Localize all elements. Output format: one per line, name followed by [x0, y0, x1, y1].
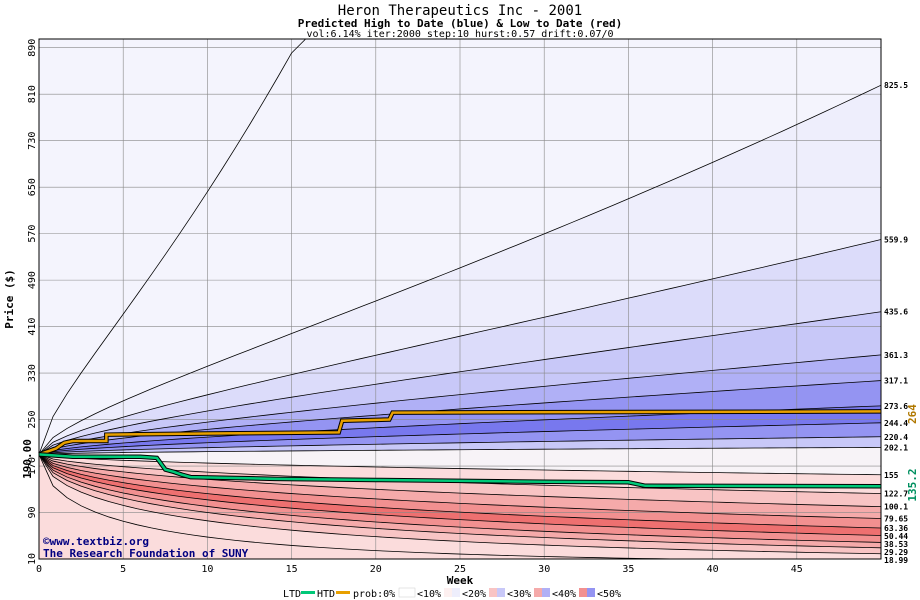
- y-tick-label: 890: [27, 39, 38, 57]
- level-label: 559.9: [884, 236, 908, 245]
- x-tick-label: 20: [370, 564, 382, 575]
- fan-lines: [38, 38, 882, 560]
- legend-ltd-swatch: [301, 591, 315, 594]
- level-label: 273.6: [884, 402, 908, 411]
- fan-line: [38, 311, 882, 455]
- x-tick-label: 35: [622, 564, 634, 575]
- level-label: 361.3: [884, 351, 908, 360]
- fan-line: [38, 239, 882, 455]
- fan-line: [38, 422, 882, 455]
- legend-htd: HTD: [317, 589, 335, 600]
- legend-prob: prob:0%: [353, 589, 395, 600]
- fan-line: [38, 84, 882, 455]
- legend-swatch-40b: [587, 588, 595, 597]
- x-tick-label: 5: [120, 564, 126, 575]
- ltd-final-label: 135.2: [906, 468, 919, 501]
- y-tick-label: 810: [27, 85, 38, 103]
- fan-line: [38, 354, 882, 455]
- chart-subtitle: Predicted High to Date (blue) & Low to D…: [298, 17, 623, 30]
- y-tick-labels: 10 90 170 250 330 410 490 570 650 730 810 890: [27, 39, 38, 565]
- start-price-label: 190.00: [21, 439, 34, 479]
- y-tick-label: 410: [27, 318, 38, 336]
- level-label: 317.1: [884, 377, 908, 386]
- y-tick-label: 170: [27, 457, 38, 475]
- level-label: 825.5: [884, 81, 908, 90]
- fan-line: [38, 446, 882, 455]
- y-tick-label: 10: [27, 553, 38, 565]
- x-tick-labels: 0 5 10 15 20 25 30 35 40 45: [36, 564, 803, 575]
- level-label: 244.4: [884, 419, 908, 428]
- legend-htd-swatch: [336, 591, 350, 594]
- fan-line: [38, 454, 882, 555]
- y-tick-label: 730: [27, 132, 38, 150]
- legend-swatch-30b: [542, 588, 550, 597]
- legend-swatch-30: [534, 588, 542, 597]
- fan-line: [38, 454, 882, 536]
- x-tick-label: 45: [791, 564, 803, 575]
- legend-30: <30%: [507, 589, 531, 600]
- level-label: 18.99: [884, 556, 908, 565]
- chart-title: Heron Therapeutics Inc - 2001: [338, 3, 582, 19]
- x-tick-label: 10: [201, 564, 213, 575]
- level-label: 100.1: [884, 503, 908, 512]
- legend-swatch-10b: [452, 588, 460, 597]
- y-tick-label: 90: [27, 506, 38, 518]
- level-label: 38.53: [884, 540, 908, 549]
- level-label: 63.36: [884, 524, 908, 533]
- level-label: 79.65: [884, 515, 908, 524]
- chart-parameters: vol:6.14% iter:2000 step:10 hurst:0.57 d…: [306, 29, 613, 40]
- legend: LTD HTD prob:0% <10% <20% <30% <40% <50%: [283, 587, 621, 600]
- level-label: 155: [884, 471, 899, 480]
- x-axis-label: Week: [447, 574, 474, 587]
- legend-swatch-10: [444, 588, 452, 597]
- fan-line: [38, 436, 882, 455]
- legend-swatch-0: [398, 587, 416, 598]
- x-tick-label: 25: [454, 564, 466, 575]
- level-label: 29.29: [884, 548, 908, 557]
- y-tick-label: 250: [27, 411, 38, 429]
- fan-line: [38, 454, 882, 543]
- fan-line: [38, 454, 882, 508]
- level-label: 122.7: [884, 490, 908, 499]
- y-tick-label: 650: [27, 178, 38, 196]
- x-tick-label: 30: [538, 564, 550, 575]
- legend-40: <40%: [552, 589, 576, 600]
- x-tick-label: 15: [286, 564, 298, 575]
- level-labels: 825.5 559.9 435.6 361.3 317.1 273.6 244.4 220.4…: [884, 81, 908, 565]
- legend-10: <10%: [417, 589, 441, 600]
- fan-line: [38, 454, 882, 476]
- fan-line: [38, 454, 882, 519]
- y-tick-label: 330: [27, 364, 38, 382]
- y-axis-label: Price ($): [3, 269, 16, 329]
- legend-ltd: LTD: [283, 589, 301, 600]
- watermark-url: ©www.textbiz.org: [43, 535, 149, 548]
- legend-swatch-40: [579, 588, 587, 597]
- legend-50: <50%: [597, 589, 621, 600]
- level-label: 50.44: [884, 532, 908, 541]
- x-tick-label: 40: [707, 564, 719, 575]
- y-tick-label: 570: [27, 225, 38, 243]
- legend-20: <20%: [462, 589, 486, 600]
- lower-band: [39, 454, 881, 507]
- ltd-path: [38, 453, 882, 488]
- level-label: 202.1: [884, 443, 908, 452]
- lower-band: [39, 454, 881, 519]
- legend-swatch-20: [489, 588, 497, 597]
- htd-path: [38, 410, 882, 456]
- plot-frame: [38, 38, 882, 560]
- y-tick-label: 490: [27, 271, 38, 289]
- htd-final-label: 264: [906, 404, 919, 424]
- legend-swatch-20b: [497, 588, 505, 597]
- level-label: 435.6: [884, 308, 908, 317]
- lower-band: [39, 454, 881, 559]
- htd-ltd-paths: [38, 409, 882, 489]
- fan-line: [38, 454, 882, 529]
- x-tick-label: 0: [36, 564, 42, 575]
- level-label: 220.4: [884, 433, 908, 442]
- fan-line: [38, 454, 882, 549]
- watermark-org: The Research Foundation of SUNY: [43, 547, 249, 560]
